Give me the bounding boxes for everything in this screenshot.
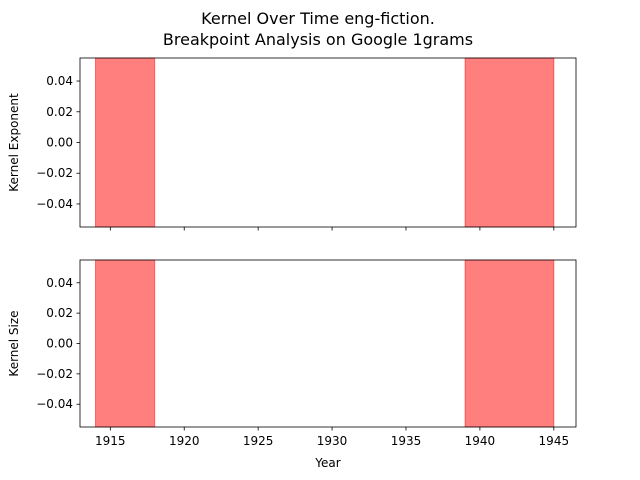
x-axis-label: Year	[314, 456, 340, 470]
y-tick-label: −0.04	[36, 397, 73, 411]
x-tick-label: 1945	[539, 434, 570, 448]
chart-title-line1: Kernel Over Time eng-fiction.	[201, 9, 435, 28]
span-1	[464, 57, 555, 228]
y-axis-label: Kernel Size	[7, 310, 21, 376]
x-tick-label: 1925	[243, 434, 274, 448]
chart-title-line2: Breakpoint Analysis on Google 1grams	[163, 30, 473, 49]
y-tick-label: −0.04	[36, 197, 73, 211]
x-tick-label: 1915	[95, 434, 126, 448]
x-tick-label: 1920	[169, 434, 200, 448]
y-tick-label: 0.00	[46, 136, 73, 150]
panel-kernel-exponent: 0.04 0.02 0.00 −0.02 −0.04 Kernel Exponent	[7, 57, 577, 231]
y-tick-label: −0.02	[36, 166, 73, 180]
x-tick-label: 1930	[317, 434, 348, 448]
span-1	[464, 259, 555, 428]
y-tick-label: 0.00	[46, 337, 73, 351]
x-tick-label: 1940	[465, 434, 496, 448]
x-tick-label: 1935	[391, 434, 422, 448]
panel-kernel-size: 0.04 0.02 0.00 −0.02 −0.04 1915 1920 1925 1930 19…	[7, 259, 577, 470]
span-0	[95, 57, 156, 228]
y-axis-label: Kernel Exponent	[7, 93, 21, 192]
y-tick-label: 0.02	[46, 306, 73, 320]
y-tick-label: 0.02	[46, 105, 73, 119]
y-tick-label: −0.02	[36, 367, 73, 381]
y-tick-label: 0.04	[46, 74, 73, 88]
span-0	[95, 259, 156, 428]
y-tick-label: 0.04	[46, 276, 73, 290]
